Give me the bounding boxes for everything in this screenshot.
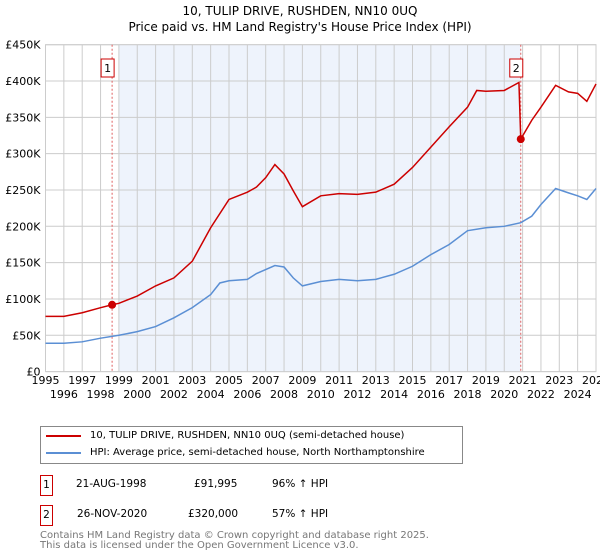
sale-label: 1: [104, 62, 111, 75]
y-tick-label: £350K: [5, 111, 41, 124]
x-tick-label: 2001: [142, 374, 170, 387]
footer: Contains HM Land Registry data © Crown c…: [40, 531, 429, 551]
x-tick-label: 2010: [307, 388, 335, 401]
x-tick-label: 2002: [160, 388, 188, 401]
marker-badge: 2: [40, 505, 53, 526]
x-tick-label: 2000: [123, 388, 151, 401]
y-tick-label: £0: [27, 366, 41, 379]
x-tick-label: 2005: [215, 374, 243, 387]
x-tick-label: 2009: [288, 374, 316, 387]
x-tick-label: 2024: [564, 388, 592, 401]
series-line: [45, 187, 597, 345]
x-tick-label: 2012: [343, 388, 371, 401]
x-tick-label: 2013: [362, 374, 390, 387]
x-tick-label: 2018: [454, 388, 482, 401]
y-tick-label: £250K: [5, 184, 41, 197]
red-line-swatch: [46, 434, 81, 437]
sale-point: [108, 300, 117, 309]
legend-label: 10, TULIP DRIVE, RUSHDEN, NN10 0UQ (semi…: [90, 430, 405, 441]
y-tick-label: £400K: [5, 75, 41, 88]
y-tick-label: £450K: [5, 39, 41, 52]
transaction-hpi: 57% ↑ HPI: [272, 508, 329, 520]
transaction-price: £91,995: [194, 478, 238, 490]
y-tick-label: £50K: [12, 329, 41, 342]
price-chart: 1995199619971998199920002001200220032004…: [5, 39, 600, 401]
y-tick-label: £300K: [5, 148, 41, 161]
transaction-row: 1 21-AUG-1998 £91,995 96% ↑ HPI: [40, 475, 440, 496]
x-tick-label: 1998: [87, 388, 115, 401]
legend-label: HPI: Average price, semi-detached house,…: [90, 447, 425, 458]
legend: 10, TULIP DRIVE, RUSHDEN, NN10 0UQ (semi…: [40, 426, 463, 464]
x-tick-label: 1999: [105, 374, 133, 387]
x-tick-label: 1996: [50, 388, 78, 401]
y-tick-label: £200K: [5, 220, 41, 233]
sale-label-box: [100, 58, 115, 78]
x-tick-label: 2023: [545, 374, 573, 387]
x-tick-label: 2016: [417, 388, 445, 401]
transaction-date: 21-AUG-1998: [76, 478, 147, 490]
x-tick-label: 2004: [197, 388, 225, 401]
series-line: [45, 81, 597, 318]
x-tick-label: 2015: [399, 374, 427, 387]
chart-title: 10, TULIP DRIVE, RUSHDEN, NN10 0UQ: [182, 4, 418, 18]
x-tick-label: 2025: [582, 374, 600, 387]
y-tick-label: £100K: [5, 293, 41, 306]
y-tick-label: £150K: [5, 257, 41, 270]
x-tick-label: 2017: [435, 374, 463, 387]
x-tick-label: 2014: [380, 388, 408, 401]
chart-subtitle: Price paid vs. HM Land Registry's House …: [128, 20, 472, 34]
x-tick-label: 2022: [527, 388, 555, 401]
transaction-hpi: 96% ↑ HPI: [272, 478, 329, 490]
marker-badge: 1: [40, 475, 53, 496]
footer-copyright: Contains HM Land Registry data © Crown c…: [40, 530, 429, 541]
legend-item-property: 10, TULIP DRIVE, RUSHDEN, NN10 0UQ (semi…: [41, 427, 462, 444]
x-tick-label: 2011: [325, 374, 353, 387]
x-tick-label: 2019: [472, 374, 500, 387]
sale-label-box: [509, 58, 524, 78]
transaction-row: 2 26-NOV-2020 £320,000 57% ↑ HPI: [40, 505, 440, 526]
x-tick-label: 2008: [270, 388, 298, 401]
sale-label: 2: [513, 62, 520, 75]
x-tick-label: 2020: [490, 388, 518, 401]
x-tick-label: 2021: [509, 374, 537, 387]
ownership-shading: [118, 44, 521, 372]
blue-line-swatch: [46, 451, 81, 454]
x-tick-label: 2007: [252, 374, 280, 387]
transaction-price: £320,000: [188, 508, 239, 520]
sale-point: [516, 135, 525, 144]
legend-item-hpi: HPI: Average price, semi-detached house,…: [41, 444, 462, 461]
footer-licence: This data is licensed under the Open Gov…: [40, 540, 359, 551]
x-tick-label: 2006: [233, 388, 261, 401]
transaction-date: 26-NOV-2020: [77, 508, 148, 520]
x-tick-label: 2003: [178, 374, 206, 387]
x-tick-label: 1995: [32, 374, 60, 387]
x-tick-label: 1997: [68, 374, 96, 387]
